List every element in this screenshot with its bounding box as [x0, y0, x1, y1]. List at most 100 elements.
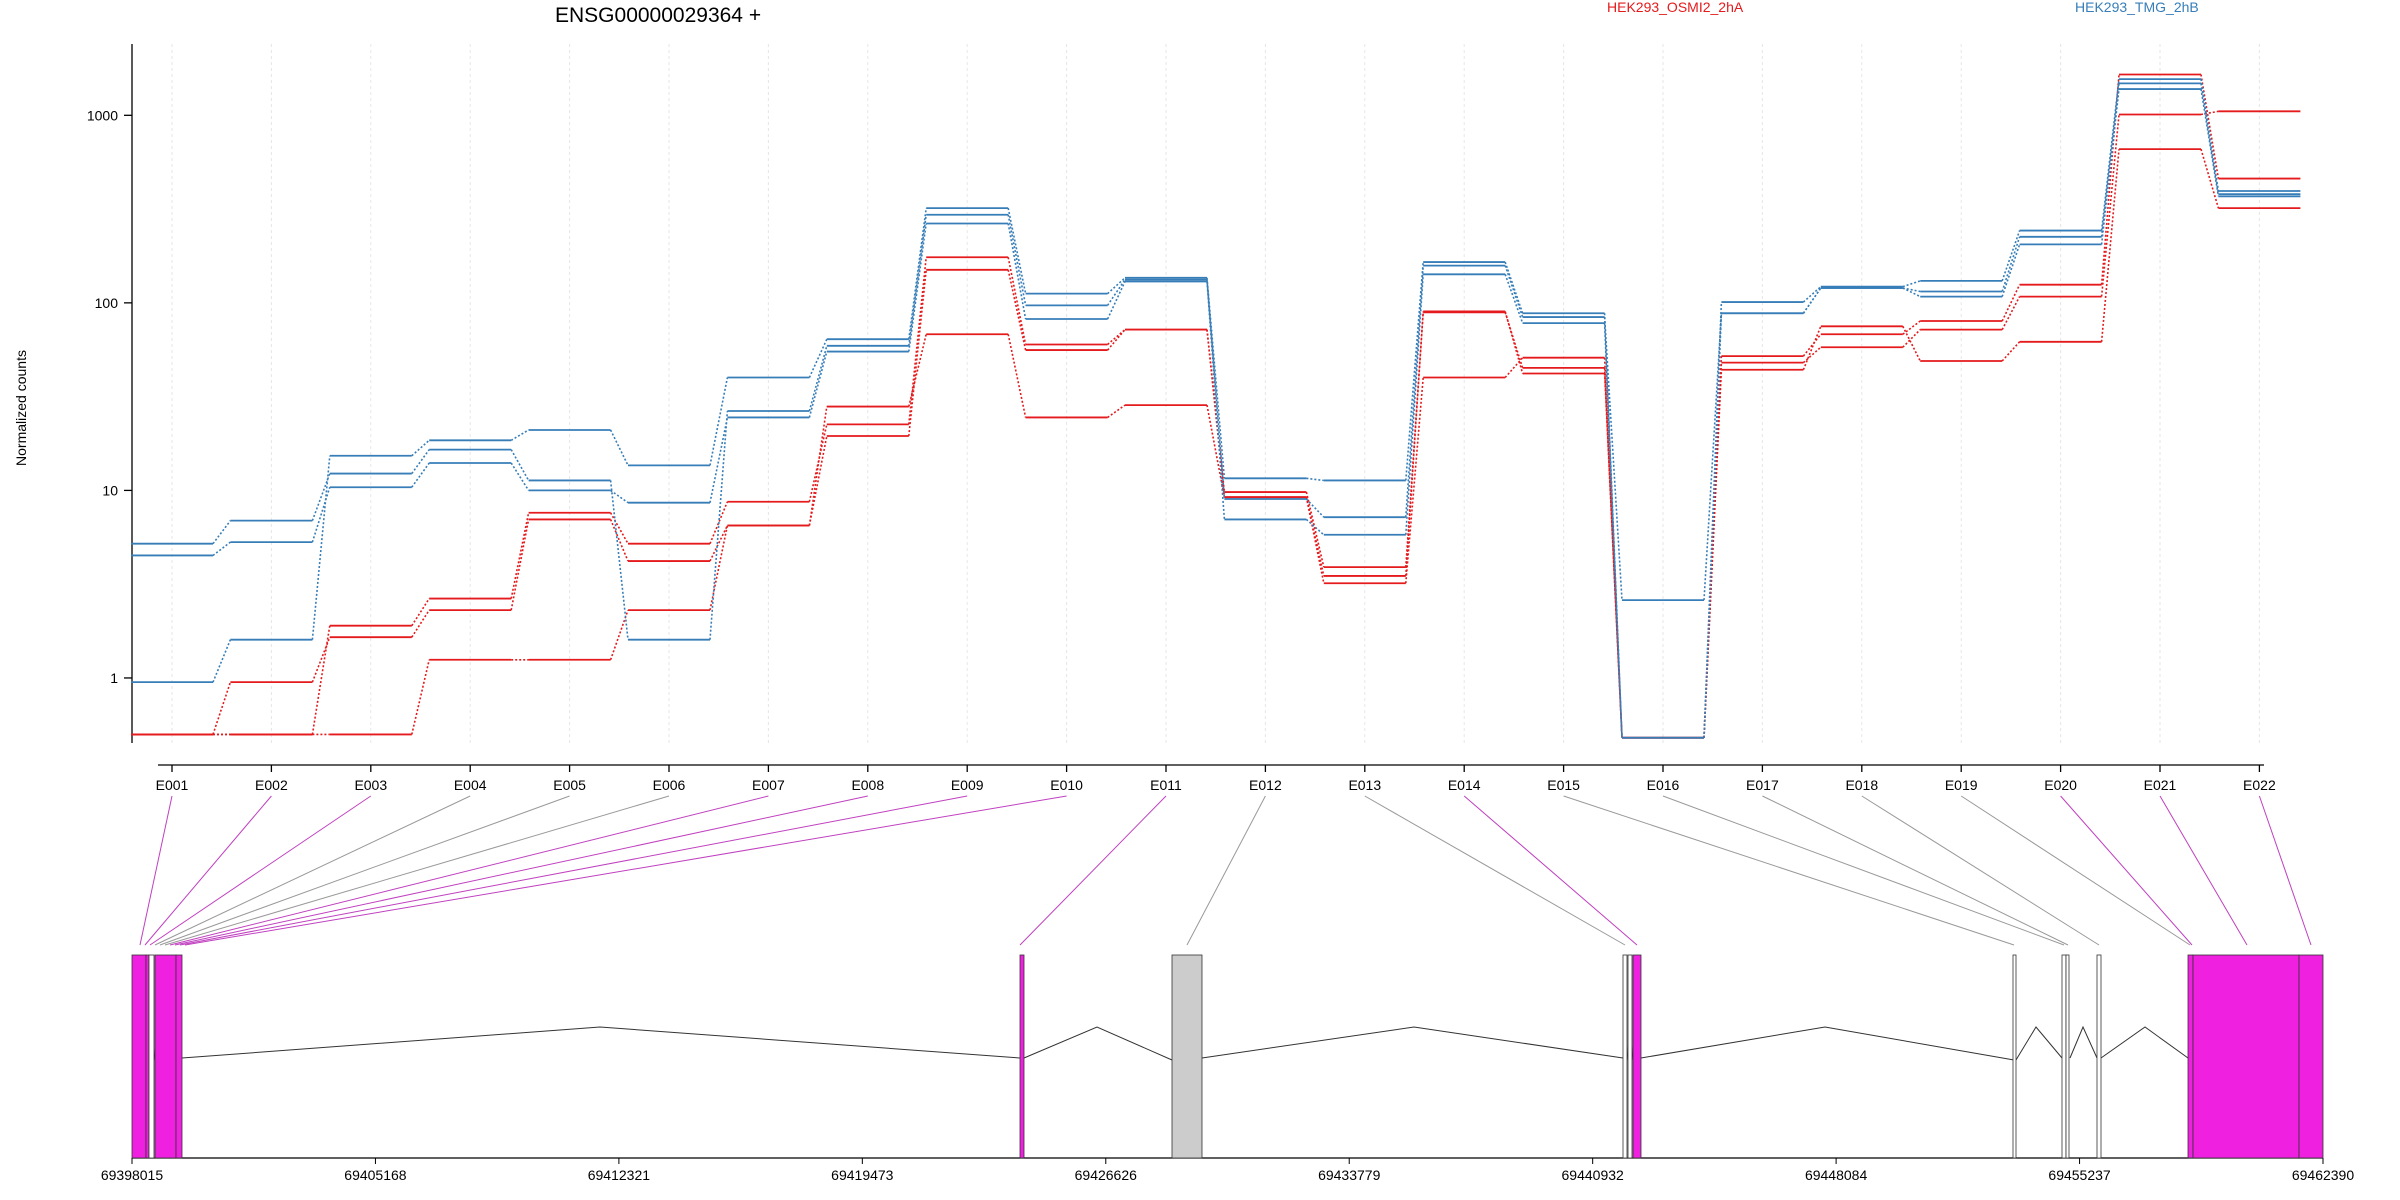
exon-transition	[2100, 78, 2120, 231]
x-tick-label: E006	[653, 777, 686, 793]
exon-transition	[1902, 287, 1921, 298]
exon-transition	[2001, 244, 2021, 297]
exon-transition	[1007, 214, 1027, 306]
exon-transition	[908, 334, 927, 407]
exon-block	[2298, 954, 2324, 1159]
exon-transition	[411, 659, 430, 735]
exon-transition	[510, 519, 530, 611]
exon-transition	[1007, 334, 1027, 418]
x-tick-label: E011	[1150, 777, 1182, 793]
gene-title: ENSG00000029364 +	[555, 4, 761, 27]
exon-connector	[1364, 795, 1626, 946]
coord-label: 69412321	[588, 1167, 651, 1183]
exon-transition	[510, 462, 530, 491]
exon-transition	[908, 269, 927, 437]
exon-transition	[311, 636, 331, 683]
x-tick-label: E009	[951, 777, 984, 793]
coord-label: 69405168	[344, 1167, 407, 1183]
exon-transition	[1504, 261, 1524, 314]
exon-connector	[184, 795, 1067, 946]
exon-connector	[179, 795, 968, 946]
exon-block	[1019, 954, 1025, 1159]
exon-transition	[2100, 83, 2120, 237]
x-tick-label: E005	[553, 777, 586, 793]
exon-transition	[2200, 74, 2220, 179]
coord-label: 69462390	[2292, 1167, 2355, 1183]
exon-block	[2012, 954, 2017, 1159]
exon-transition	[709, 525, 729, 611]
exon-transition	[311, 486, 331, 543]
exon-block	[1627, 954, 1633, 1159]
exon-transition	[2100, 74, 2120, 285]
x-tick-label: E018	[1845, 777, 1878, 793]
coord-label: 69419473	[831, 1167, 894, 1183]
series-line	[131, 82, 2301, 641]
exon-transition	[1802, 333, 1822, 357]
exon-transition	[411, 598, 430, 627]
exon-transition	[1902, 287, 1921, 293]
exon-transition	[1305, 497, 1325, 584]
exon-connector	[159, 795, 570, 946]
exon-transition	[1504, 274, 1524, 324]
exon-transition	[709, 417, 729, 503]
x-tick-label: E019	[1945, 777, 1978, 793]
exon-block	[148, 954, 155, 1159]
x-tick-label: E013	[1348, 777, 1381, 793]
exon-transition	[610, 489, 629, 504]
exon-transition	[411, 609, 430, 638]
exon-transition	[1902, 325, 1921, 362]
exon-connector	[174, 795, 868, 946]
exon-block	[131, 954, 147, 1159]
axes: E001 E002 E003 E004 E005 E006 E007 E008 E009 E010…	[87, 44, 2276, 793]
exon-transition	[1703, 369, 1723, 738]
series-lines	[131, 73, 2301, 739]
series-line	[131, 73, 2301, 739]
x-tick-label: E015	[1547, 777, 1580, 793]
exon-transition	[1504, 312, 1524, 369]
exon-transition	[1504, 357, 1524, 379]
x-tick-label: E021	[2144, 777, 2177, 793]
exon-transition	[2001, 341, 2021, 362]
x-tick-label: E001	[156, 777, 189, 793]
exon-transition	[1603, 313, 1623, 738]
legend-entry-osmi2: HEK293_OSMI2_2hA	[1607, 0, 1744, 15]
intron-line	[2100, 1026, 2189, 1059]
exon-transition	[609, 480, 629, 640]
x-tick-label: E003	[354, 777, 387, 793]
exon-transition	[311, 455, 331, 640]
x-tick-label: E012	[1249, 777, 1282, 793]
exon-connector	[1662, 795, 2065, 946]
exon-transition	[1802, 287, 1822, 314]
exon-transition	[709, 525, 729, 562]
exon-transition	[1007, 269, 1027, 351]
exon-transition	[510, 449, 530, 481]
exon-transition	[2001, 284, 2021, 322]
x-tick-label: E010	[1050, 777, 1083, 793]
exon-block	[2096, 954, 2102, 1159]
exon-transition	[1305, 498, 1325, 518]
exon-block	[1622, 954, 1628, 1159]
exon-transition	[1703, 302, 1723, 738]
exon-transition	[1902, 280, 1921, 288]
exon-connector	[169, 795, 769, 946]
exon-connector	[1019, 795, 1167, 946]
exon-transition	[1603, 323, 1623, 738]
exon-transition	[411, 462, 430, 488]
exon-block	[145, 954, 150, 1159]
exon-connector	[1960, 795, 2191, 946]
genome-coordinates: 69398015 69405168 69412321 69419473 69426626…	[101, 1158, 2355, 1183]
coord-label: 69398015	[101, 1167, 164, 1183]
series-line	[131, 78, 2301, 739]
exon-transition	[808, 345, 828, 412]
x-tick-label: E004	[454, 777, 487, 793]
exon-connector	[164, 795, 670, 946]
y-tick-label: 1	[110, 670, 118, 686]
coord-label: 69448084	[1805, 1167, 1868, 1183]
exon-block	[154, 954, 177, 1159]
exon-connector	[154, 795, 471, 946]
coord-label: 69455237	[2048, 1167, 2111, 1183]
exon-transition	[808, 338, 828, 378]
exon-transition	[1405, 312, 1424, 568]
x-tick-label: E020	[2044, 777, 2077, 793]
exon-transition	[908, 208, 927, 340]
